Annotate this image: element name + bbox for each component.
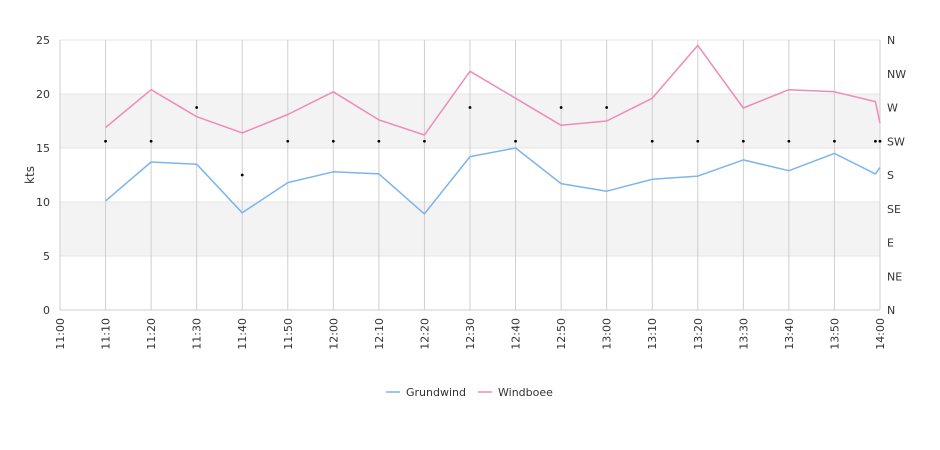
direction-marker: [878, 139, 882, 143]
y-tick-label: 25: [36, 34, 50, 47]
direction-tick-label: N: [887, 304, 895, 317]
x-tick-label: 13:30: [737, 318, 750, 350]
y-tick-label: 5: [43, 250, 50, 263]
direction-tick-label: NE: [887, 270, 902, 283]
y-tick-label: 20: [36, 88, 50, 101]
x-tick-label: 12:30: [464, 318, 477, 350]
x-tick-label: 14:00: [874, 318, 887, 350]
x-tick-label: 11:20: [145, 318, 158, 350]
x-tick-label: 13:50: [828, 318, 841, 350]
direction-marker: [331, 139, 335, 143]
series-line-windboee: [105, 44, 881, 136]
x-tick-label: 11:30: [191, 318, 204, 350]
direction-marker: [605, 106, 609, 109]
x-tick-label: 13:00: [601, 318, 614, 350]
x-tick-label: 12:40: [510, 318, 523, 350]
x-tick-label: 12:10: [373, 318, 386, 350]
direction-marker: [833, 139, 836, 143]
direction-marker: [286, 139, 290, 143]
direction-tick-label: NW: [887, 68, 906, 81]
x-tick-label: 13:10: [646, 318, 659, 350]
direction-marker: [104, 139, 107, 143]
direction-marker: [240, 173, 244, 177]
direction-tick-label: N: [887, 34, 895, 47]
y-axis-title: kts: [23, 166, 37, 184]
direction-marker: [468, 106, 472, 109]
direction-marker: [423, 139, 426, 143]
vertical-gridlines: [59, 40, 881, 310]
x-tick-label: 11:50: [282, 318, 295, 350]
legend: Grundwind Windboee: [386, 386, 553, 399]
legend-item-grundwind[interactable]: Grundwind: [386, 386, 466, 399]
series-line-grundwind: [105, 147, 881, 215]
x-tick-label: 13:20: [692, 318, 705, 350]
direction-tick-label: W: [887, 102, 898, 115]
direction-tick-label: SE: [887, 203, 901, 216]
direction-markers: [104, 106, 882, 177]
x-tick-label: 12:50: [555, 318, 568, 350]
direction-marker: [874, 139, 877, 143]
x-tick-label: 12:00: [327, 318, 340, 350]
x-tick-label: 13:40: [783, 318, 796, 350]
direction-marker: [559, 106, 563, 109]
series-lines: [105, 44, 881, 215]
y-tick-label: 10: [36, 196, 50, 209]
y-tick-label: 0: [43, 304, 50, 317]
direction-marker: [514, 139, 517, 143]
direction-tick-label: SW: [887, 135, 905, 148]
y-axis: 0 5 10 15 20 25: [36, 34, 50, 317]
direction-marker: [377, 139, 381, 143]
direction-tick-label: E: [887, 237, 894, 250]
x-axis: 11:00 11:10 11:20 11:30 11:40 11:50 12:00 12:10…: [54, 309, 887, 350]
legend-item-windboee[interactable]: Windboee: [478, 386, 553, 399]
direction-marker: [741, 139, 745, 143]
x-tick-label: 11:10: [100, 318, 113, 350]
legend-label: Windboee: [498, 386, 553, 399]
direction-marker: [696, 139, 700, 143]
direction-marker: [195, 106, 199, 109]
direction-marker: [650, 139, 654, 143]
x-tick-label: 12:20: [418, 318, 431, 350]
x-tick-label: 11:40: [236, 318, 249, 350]
x-tick-label: 11:00: [54, 318, 67, 350]
direction-marker: [787, 139, 791, 143]
legend-label: Grundwind: [406, 386, 466, 399]
direction-axis: N NE E SE S SW W NW N: [887, 34, 906, 317]
y-tick-label: 15: [36, 142, 50, 155]
direction-tick-label: S: [887, 169, 894, 182]
direction-marker: [149, 139, 153, 143]
